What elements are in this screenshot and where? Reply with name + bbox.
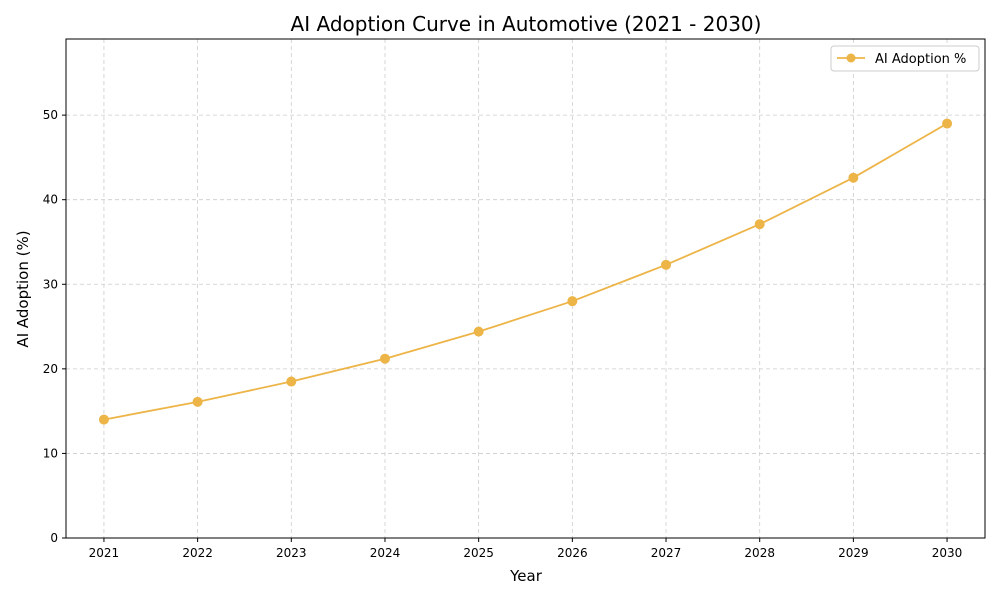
x-tick-label: 2029	[838, 546, 869, 560]
x-tick-label: 2022	[182, 546, 213, 560]
x-tick-label: 2024	[370, 546, 401, 560]
y-tick-label: 0	[50, 531, 58, 545]
axes: 2021 2022 2023 2024 2025 2026 2027 2028 2029 2030…	[43, 38, 986, 560]
x-tick-label: 2026	[557, 546, 588, 560]
x-axis-label: Year	[509, 567, 543, 585]
data-point	[848, 172, 859, 183]
x-tick-label: 2021	[89, 546, 120, 560]
grid	[66, 39, 985, 539]
y-tick-label: 20	[43, 362, 58, 376]
data-point	[567, 296, 578, 307]
y-tick-label: 10	[43, 446, 58, 460]
data-point	[473, 326, 484, 337]
y-tick-label: 30	[43, 277, 58, 291]
plot-frame	[65, 38, 986, 539]
legend-label: AI Adoption %	[875, 52, 966, 67]
x-tick-label: 2023	[276, 546, 307, 560]
data-point	[942, 118, 953, 129]
data-point	[379, 353, 390, 364]
data-point	[192, 396, 203, 407]
y-axis-label: AI Adoption (%)	[14, 230, 32, 347]
data-point	[754, 219, 765, 230]
legend-marker-swatch	[846, 53, 856, 63]
data-point	[286, 376, 297, 387]
x-tick-label: 2027	[651, 546, 682, 560]
y-tick-label: 50	[43, 108, 58, 122]
data-point	[98, 414, 109, 425]
x-tick-label: 2030	[932, 546, 963, 560]
series-line	[103, 122, 948, 421]
data-point	[661, 259, 672, 270]
y-tick-label: 40	[43, 193, 58, 207]
legend: AI Adoption %	[830, 45, 980, 72]
series-layer	[98, 118, 953, 425]
chart-title: AI Adoption Curve in Automotive (2021 - …	[291, 12, 762, 36]
x-tick-label: 2028	[744, 546, 775, 560]
x-tick-label: 2025	[463, 546, 494, 560]
legend-box	[830, 45, 980, 72]
